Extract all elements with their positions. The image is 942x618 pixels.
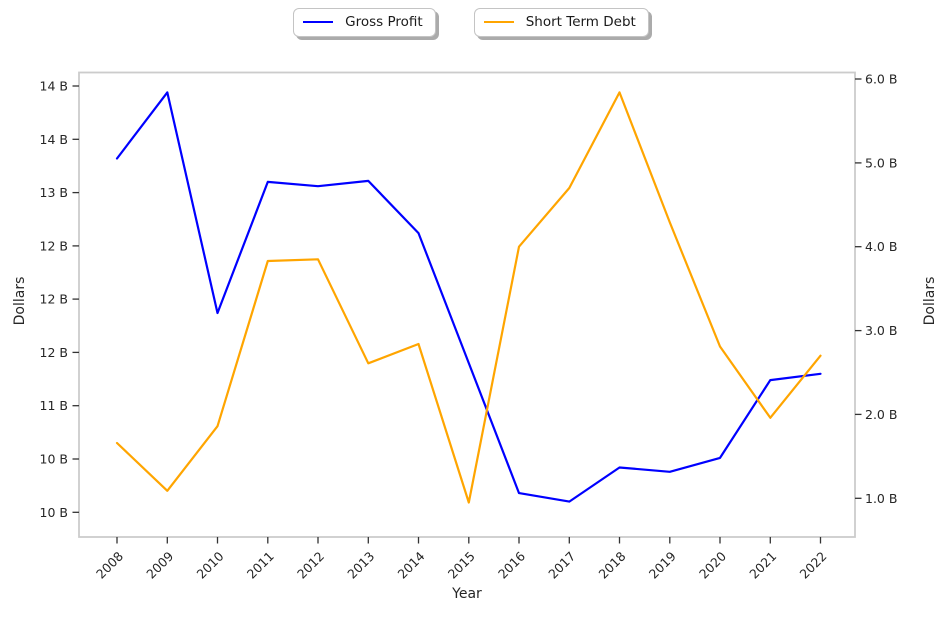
svg-text:3.0 B: 3.0 B: [865, 323, 897, 338]
x-axis-tick-labels: 2008 2009 2010 2011 2012 2013 2014 2015 2016 2017…: [93, 548, 830, 581]
svg-text:11 B: 11 B: [40, 398, 68, 413]
svg-text:2022: 2022: [797, 549, 830, 582]
svg-text:2013: 2013: [344, 549, 377, 582]
y-axis-right-tick-labels: 6.0 B 5.0 B 4.0 B 3.0 B 2.0 B 1.0 B: [865, 72, 897, 506]
svg-text:12 B: 12 B: [40, 345, 68, 360]
svg-text:10 B: 10 B: [40, 505, 68, 520]
y-axis-right-ticks: [855, 78, 862, 499]
svg-text:14 B: 14 B: [40, 132, 68, 147]
y-axis-left-tick-labels: 14 B 14 B 13 B 12 B 12 B 12 B 11 B 10 B 10 B: [40, 79, 68, 520]
svg-text:2019: 2019: [646, 548, 679, 581]
svg-text:2020: 2020: [696, 548, 729, 581]
y-axis-left-ticks: [72, 85, 79, 513]
svg-text:2015: 2015: [445, 549, 478, 582]
svg-text:12 B: 12 B: [40, 292, 68, 307]
svg-text:2016: 2016: [495, 548, 528, 581]
svg-text:10 B: 10 B: [40, 452, 68, 467]
svg-text:2008: 2008: [93, 548, 126, 581]
svg-text:2021: 2021: [746, 549, 779, 582]
svg-text:2.0 B: 2.0 B: [865, 407, 897, 422]
svg-text:5.0 B: 5.0 B: [865, 155, 897, 170]
y-axis-right-title: Dollars: [922, 277, 938, 326]
short-term-debt-line: [115, 91, 822, 504]
svg-text:4.0 B: 4.0 B: [865, 239, 897, 254]
y-axis-left-title: Dollars: [12, 277, 28, 326]
svg-text:12 B: 12 B: [40, 238, 68, 253]
gross-profit-line: [115, 91, 822, 503]
svg-text:13 B: 13 B: [40, 185, 68, 200]
svg-text:2012: 2012: [294, 549, 327, 582]
svg-text:2017: 2017: [545, 549, 578, 582]
plot-frame: [78, 71, 856, 538]
svg-text:2010: 2010: [194, 548, 227, 581]
x-axis-ticks: [116, 537, 822, 544]
x-axis-title: Year: [451, 586, 482, 602]
svg-text:1.0 B: 1.0 B: [865, 491, 897, 506]
svg-text:2011: 2011: [244, 549, 277, 582]
svg-text:2014: 2014: [395, 548, 428, 581]
svg-text:2009: 2009: [143, 548, 176, 581]
svg-text:6.0 B: 6.0 B: [865, 72, 897, 87]
svg-text:2018: 2018: [596, 548, 629, 581]
svg-text:14 B: 14 B: [40, 79, 68, 94]
